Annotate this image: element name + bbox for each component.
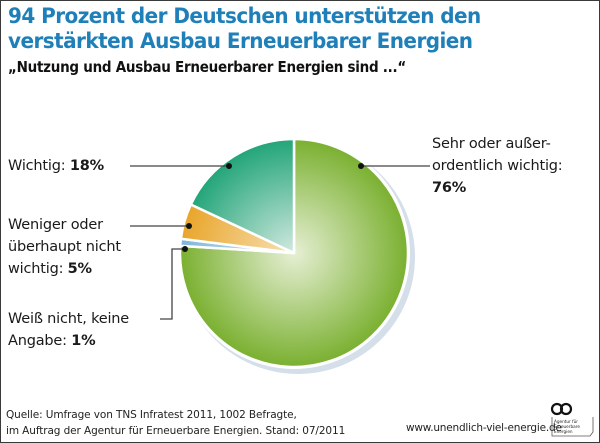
leader-lines: [130, 163, 430, 320]
label-weiss-value: 1%: [71, 333, 96, 349]
label-weniger-line-3: wichtig:: [8, 261, 68, 277]
pie-slice-wichtig: [189, 137, 296, 255]
pie-slice-sehr: [178, 137, 410, 369]
pie-group: [178, 137, 415, 374]
leader-dot-sehr: [358, 163, 364, 169]
logo-text-1: Agentur für: [554, 419, 578, 424]
label-wichtig: Wichtig: 18%: [8, 155, 104, 177]
label-sehr-line-2: ordentlich wichtig:: [432, 158, 563, 174]
label-wichtig-value: 18%: [69, 158, 104, 174]
leader-dot-weiss: [182, 246, 188, 252]
chart-title-line-2: verstärkten Ausbau Erneuerbarer Energien: [8, 29, 473, 54]
label-weniger-line-1: Weniger oder: [8, 217, 103, 233]
label-weiss: Weiß nicht, keine Angabe: 1%: [8, 308, 129, 352]
source-line-1: Quelle: Umfrage von TNS Infratest 2011, …: [6, 409, 297, 421]
logo-text-2: Erneuerbare: [554, 424, 580, 429]
infinity-icon: [550, 402, 573, 416]
label-weniger-line-2: überhaupt nicht: [8, 239, 121, 255]
label-weniger: Weniger oder überhaupt nicht wichtig: 5%: [8, 214, 121, 280]
label-weiss-line-2: Angabe:: [8, 333, 72, 349]
label-sehr-value: 76%: [432, 180, 467, 196]
label-sehr-line-1: Sehr oder außer-: [432, 136, 551, 152]
website-link[interactable]: www.unendlich-viel-energie.de: [406, 422, 562, 434]
leader-dot-weniger: [186, 223, 192, 229]
label-weiss-line-1: Weiß nicht, keine: [8, 311, 130, 327]
label-sehr: Sehr oder außer- ordentlich wichtig: 76%: [432, 133, 563, 199]
label-wichtig-text: Wichtig:: [8, 158, 70, 174]
source-note: Quelle: Umfrage von TNS Infratest 2011, …: [6, 407, 345, 439]
logo-text-3: Energien: [554, 429, 573, 434]
agency-logo: Agentur für Erneuerbare Energien: [550, 402, 594, 437]
label-weniger-value: 5%: [67, 261, 92, 277]
leader-dot-wichtig: [226, 163, 232, 169]
chart-title-line-1: 94 Prozent der Deutschen unterstützen de…: [8, 4, 481, 29]
chart-subtitle: „Nutzung und Ausbau Erneuerbarer Energie…: [8, 58, 406, 76]
leader-line-weiss: [160, 248, 185, 320]
source-line-2: im Auftrag der Agentur für Erneuerbare E…: [6, 425, 346, 437]
